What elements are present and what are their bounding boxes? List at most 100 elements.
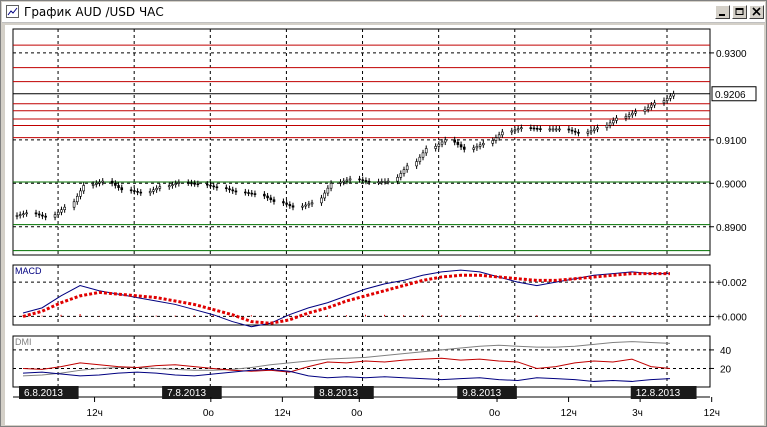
- chart-area[interactable]: 0.9300 0.9206 0.9100 0.9000 0.8900 +0.002 +0.0…: [5, 25, 764, 425]
- candle-body: [643, 109, 647, 112]
- candle-body: [114, 182, 117, 186]
- candle-body: [402, 169, 406, 174]
- candle-body: [491, 140, 495, 144]
- candle-body: [320, 197, 323, 204]
- candle-body: [323, 192, 326, 199]
- candle-body: [263, 193, 266, 197]
- candle-body: [101, 180, 105, 183]
- candle-body: [472, 147, 476, 150]
- candle-body: [285, 202, 288, 205]
- candle-body: [453, 139, 456, 143]
- candle-body: [212, 185, 215, 188]
- dmi-plus-di-line: [22, 357, 671, 373]
- candle-body: [377, 181, 380, 184]
- dmi-tick-label: 20: [720, 364, 732, 375]
- candle-body: [193, 182, 196, 185]
- candle-body: [310, 202, 314, 205]
- candle-body: [22, 213, 25, 216]
- candle-body: [386, 180, 390, 183]
- x-axis-date-box: [19, 386, 79, 399]
- candle-body: [567, 128, 571, 131]
- candle-body: [152, 189, 155, 192]
- x-axis-tick-label: 0o: [351, 408, 363, 419]
- dmi-tick-label: 40: [720, 346, 732, 357]
- candle-body: [539, 128, 542, 130]
- candle-body: [532, 127, 536, 130]
- candle-body: [405, 165, 409, 171]
- x-axis-tick-label: 12ч: [87, 408, 103, 419]
- macd-tick-label: +0.000: [716, 312, 747, 323]
- candle-body: [41, 214, 44, 217]
- x-axis-date-label: 8.8.2013: [319, 388, 358, 399]
- x-axis-date-box: [314, 386, 374, 399]
- candle-body: [209, 184, 212, 187]
- minimize-button[interactable]: [715, 5, 730, 19]
- candle-body: [615, 117, 618, 121]
- candle-body: [215, 186, 219, 189]
- maximize-icon: [735, 8, 744, 15]
- x-axis-date-box: [162, 386, 222, 399]
- candle-body: [573, 130, 577, 133]
- x-axis-tick-label: 3ч: [632, 408, 643, 419]
- candle-body: [462, 146, 466, 150]
- candle-body: [117, 185, 120, 188]
- dmi-panel-title: DMI: [15, 337, 32, 347]
- candle-body: [15, 215, 19, 217]
- candle-body: [399, 173, 403, 178]
- candle-body: [380, 181, 384, 183]
- candle-body: [133, 190, 136, 192]
- macd-panel-title: MACD: [15, 266, 42, 276]
- candle-body: [605, 124, 609, 128]
- candle-body: [205, 183, 209, 186]
- close-icon: [752, 7, 761, 16]
- candle-body: [631, 112, 634, 116]
- candle-body: [358, 178, 361, 181]
- candle-body: [424, 148, 428, 154]
- price-tick-label: 0.9300: [716, 49, 747, 60]
- candle-body: [494, 137, 498, 141]
- candle-body: [396, 177, 399, 182]
- candle-body: [440, 141, 444, 145]
- close-button[interactable]: [749, 5, 764, 19]
- candle-body: [82, 185, 85, 192]
- title-bar[interactable]: График AUD /USD ЧАС: [2, 2, 765, 23]
- candle-body: [37, 213, 41, 216]
- candle-body: [307, 203, 311, 206]
- candle-body: [653, 102, 656, 106]
- x-axis-tick-label: 12ч: [274, 408, 290, 419]
- candle-body: [129, 189, 133, 192]
- candle-body: [418, 156, 422, 162]
- candle-body: [421, 152, 425, 158]
- candle-body: [627, 114, 631, 117]
- candle-body: [225, 187, 228, 190]
- maximize-button[interactable]: [732, 5, 747, 19]
- x-axis-date-box: [457, 386, 517, 399]
- candle-body: [586, 131, 590, 134]
- candle-body: [361, 179, 365, 182]
- price-chart-svg[interactable]: 0.9300 0.9206 0.9100 0.9000 0.8900 +0.002 +0.0…: [5, 25, 764, 425]
- candle-body: [589, 130, 593, 133]
- candle-body: [364, 180, 368, 182]
- x-axis-tick-label: 0o: [489, 408, 501, 419]
- candle-body: [18, 214, 22, 216]
- x-axis-date-label: 12.8.2013: [636, 388, 681, 399]
- candle-body: [177, 182, 181, 184]
- candle-body: [570, 129, 574, 132]
- chart-window-icon: [6, 5, 19, 18]
- dmi-minus-di-line: [22, 368, 671, 382]
- candle-body: [60, 209, 63, 213]
- candle-body: [174, 183, 177, 185]
- candle-body: [596, 127, 599, 130]
- candle-body: [95, 182, 98, 185]
- candle-body: [196, 183, 200, 186]
- candle-body: [348, 178, 352, 181]
- candle-body: [478, 144, 482, 147]
- candle-body: [155, 187, 158, 191]
- candle-body: [554, 128, 558, 131]
- x-axis-date-label: 6.8.2013: [24, 388, 63, 399]
- candle-body: [91, 184, 95, 186]
- candle-body: [326, 187, 330, 194]
- macd-tick-label: +0.002: [716, 278, 747, 289]
- candle-body: [98, 181, 101, 184]
